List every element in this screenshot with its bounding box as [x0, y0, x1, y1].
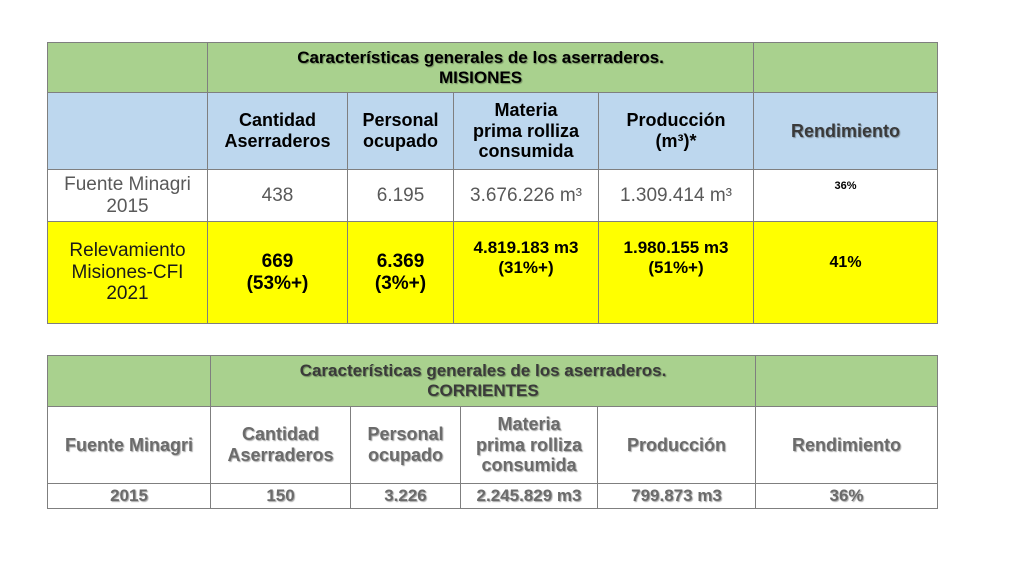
row-relevamiento-label-line2: Misiones-CFI	[71, 261, 184, 283]
corrientes-table: Características generales de los aserrad…	[47, 355, 939, 509]
row-relevamiento-cantidad-value: 669	[261, 250, 294, 272]
header-materia-line1: Materia	[494, 99, 558, 120]
corrientes-row-personal: 3.226	[350, 483, 461, 509]
corrientes-title-empty-cell	[47, 355, 211, 407]
row-relevamiento-cantidad: 669 (53%+)	[207, 221, 348, 324]
header-materia-line2: prima rolliza	[472, 120, 580, 141]
corrientes-title-row: Características generales de los aserrad…	[47, 355, 939, 407]
row-minagri-produccion: 1.309.414 m³	[597, 169, 755, 222]
corrientes-header-produccion: Producción	[596, 406, 757, 484]
misiones-header-empty-cell	[47, 92, 208, 170]
misiones-header-row: Cantidad Aserraderos Personal ocupado Ma…	[47, 92, 939, 170]
misiones-title-row: Características generales de los aserrad…	[47, 42, 939, 93]
corrientes-row-produccion: 799.873 m3	[596, 483, 757, 509]
corrientes-title-right-cell	[755, 355, 939, 407]
misiones-title-right-cell	[753, 42, 939, 93]
corrientes-row-label: 2015	[47, 483, 211, 509]
row-minagri-label: Fuente Minagri 2015	[47, 169, 208, 222]
row-minagri-rendimiento: 36%	[753, 169, 939, 222]
corrientes-row-rendimiento: 36%	[755, 483, 939, 509]
corrientes-title-line1: Características generales de los aserrad…	[299, 361, 667, 381]
corrientes-header-personal-line2: ocupado	[368, 445, 443, 465]
header-cantidad: Cantidad Aserraderos	[207, 92, 348, 170]
row-relevamiento-materia: 4.819.183 m3 (31%+)	[453, 221, 599, 324]
corrientes-row-2015: 2015 150 3.226 2.245.829 m3 799.873 m3 3…	[47, 483, 939, 509]
corrientes-title-line2: CORRIENTES	[427, 381, 539, 400]
misiones-title-line1: Características generales de los aserrad…	[297, 47, 664, 67]
header-produccion-line1: Producción	[626, 110, 726, 131]
row-relevamiento-personal-change: (3%+)	[374, 272, 427, 294]
corrientes-row-cantidad: 150	[210, 483, 351, 509]
row-minagri-materia: 3.676.226 m³	[453, 169, 599, 222]
header-cantidad-line1: Cantidad	[238, 110, 316, 131]
header-rendimiento: Rendimiento	[753, 92, 939, 170]
header-personal-line1: Personal	[362, 110, 439, 131]
corrientes-header-materia-line2: prima rolliza	[475, 434, 583, 455]
row-relevamiento-label: Relevamiento Misiones-CFI 2021	[47, 221, 208, 324]
row-relevamiento-label-line1: Relevamiento	[69, 239, 186, 261]
corrientes-header-row: Fuente Minagri Cantidad Aserraderos Pers…	[47, 406, 939, 484]
header-personal-line2: ocupado	[363, 131, 438, 151]
row-relevamiento-label-line3: 2021	[106, 283, 149, 305]
row-minagri-personal: 6.195	[347, 169, 454, 222]
corrientes-header-fuente: Fuente Minagri	[47, 406, 211, 484]
row-relevamiento-materia-change: (31%+)	[498, 257, 554, 277]
corrientes-header-personal: Personal ocupado	[350, 406, 461, 484]
corrientes-title: Características generales de los aserrad…	[209, 355, 757, 407]
header-materia-line3: consumida	[478, 141, 574, 162]
misiones-row-minagri: Fuente Minagri 2015 438 6.195 3.676.226 …	[47, 169, 939, 222]
row-relevamiento-produccion: 1.980.155 m3 (51%+)	[597, 221, 755, 324]
corrientes-header-cantidad: Cantidad Aserraderos	[210, 406, 351, 484]
misiones-row-relevamiento: Relevamiento Misiones-CFI 2021 669 (53%+…	[47, 221, 939, 324]
corrientes-header-cantidad-line1: Cantidad	[241, 424, 319, 445]
row-relevamiento-rendimiento: 41%	[753, 221, 939, 324]
corrientes-header-materia: Materia prima rolliza consumida	[460, 406, 598, 484]
misiones-title: Características generales de los aserrad…	[206, 42, 755, 93]
row-relevamiento-produccion-value: 1.980.155 m3	[623, 238, 729, 257]
row-relevamiento-cantidad-change: (53%+)	[246, 272, 309, 294]
header-produccion-line2: (m³)*	[655, 131, 697, 151]
header-cantidad-line2: Aserraderos	[224, 131, 331, 151]
row-minagri-label-line1: Fuente Minagri	[64, 173, 191, 195]
row-relevamiento-produccion-change: (51%+)	[648, 257, 704, 277]
corrientes-header-cantidad-line2: Aserraderos	[227, 445, 334, 465]
misiones-title-line2: MISIONES	[438, 67, 523, 87]
corrientes-header-materia-line1: Materia	[497, 413, 561, 434]
header-materia: Materia prima rolliza consumida	[453, 92, 599, 170]
misiones-title-empty-cell	[47, 42, 208, 93]
row-relevamiento-personal-value: 6.369	[376, 250, 425, 272]
header-produccion: Producción (m³)*	[597, 92, 755, 170]
corrientes-header-personal-line1: Personal	[367, 424, 444, 445]
header-personal: Personal ocupado	[347, 92, 454, 170]
misiones-table: Características generales de los aserrad…	[47, 42, 939, 324]
row-relevamiento-materia-value: 4.819.183 m3	[473, 238, 579, 257]
corrientes-header-materia-line3: consumida	[481, 455, 577, 476]
row-relevamiento-personal: 6.369 (3%+)	[347, 221, 454, 324]
corrientes-header-rendimiento: Rendimiento	[755, 406, 939, 484]
row-minagri-label-line2: 2015	[106, 195, 149, 217]
row-minagri-cantidad: 438	[207, 169, 348, 222]
corrientes-row-materia: 2.245.829 m3	[460, 483, 598, 509]
